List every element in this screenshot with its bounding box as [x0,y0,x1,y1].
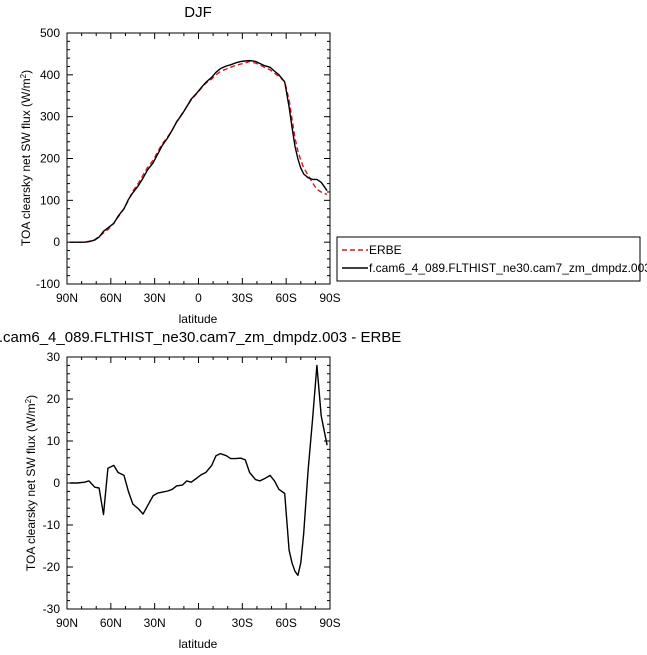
top-plot-frame [66,32,331,285]
bottom-y-ticks: -30 -20 -10 0 10 20 30 [43,350,330,616]
legend-label-model: f.cam6_4_089.FLTHIST_ne30.cam7_zm_dmpdz.… [369,261,647,275]
top-x-tick-label: 0 [195,291,202,305]
bottom-x-tick-label: 30N [144,616,166,630]
top-series-line-erbe [69,60,328,243]
top-series-group [69,59,328,243]
bottom-x-tick-label: 90S [319,616,340,630]
bottom-y-tick-label: -30 [43,602,61,616]
bottom-y-tick-label: -10 [43,518,61,532]
top-y-tick-label: 400 [40,68,60,82]
bottom-y-tick-label: -20 [43,560,61,574]
bottom-x-tick-label: 60N [100,616,122,630]
bottom-panel: f.cam6_4_089.FLTHIST_ne30.cam7_zm_dmpdz.… [0,329,401,651]
top-y-tick-label: -100 [36,277,60,291]
bottom-y-axis-label: TOA clearsky net SW flux (W/m2) [24,395,39,571]
bottom-x-tick-label: 60S [275,616,296,630]
top-panel: DJF -100 0 100 200 300 400 500 90N 60N 30N 0 30S 60… [19,4,647,326]
bottom-x-tick-label: 0 [195,616,202,630]
top-x-axis-label: latitude [179,312,218,326]
top-y-tick-label: 100 [40,193,60,207]
legend-label-erbe: ERBE [369,243,402,257]
top-y-tick-label: 300 [40,110,60,124]
bottom-x-ticks: 90N 60N 30N 0 30S 60S 90S [56,357,341,630]
legend-box [336,236,641,282]
bottom-y-tick-label: 0 [53,476,60,490]
top-chart-title: DJF [184,4,212,21]
top-y-ticks: -100 0 100 200 300 400 500 [36,26,330,291]
top-x-tick-label: 90S [319,291,340,305]
top-x-tick-label: 30N [144,291,166,305]
bottom-y-tick-label: 10 [47,434,61,448]
bottom-series-group [69,364,328,577]
top-y-tick-label: 200 [40,152,60,166]
bottom-x-tick-label: 90N [56,616,78,630]
top-x-tick-label: 60N [100,291,122,305]
bottom-y-tick-label: 30 [47,350,61,364]
top-series-line-model [69,59,328,243]
top-y-tick-label: 500 [40,26,60,40]
bottom-x-axis-label: latitude [179,637,218,651]
bottom-chart-title: f.cam6_4_089.FLTHIST_ne30.cam7_zm_dmpdz.… [0,329,401,346]
bottom-x-tick-label: 30S [232,616,253,630]
top-y-tick-label: 0 [53,235,60,249]
top-x-tick-label: 60S [275,291,296,305]
top-x-tick-label: 30S [232,291,253,305]
top-y-axis-label: TOA clearsky net SW flux (W/m2) [19,70,34,246]
top-x-tick-label: 90N [56,291,78,305]
legend: ERBE f.cam6_4_089.FLTHIST_ne30.cam7_zm_d… [336,236,647,282]
bottom-y-tick-label: 20 [47,392,61,406]
bottom-series-line-difference [69,364,328,577]
top-x-ticks: 90N 60N 30N 0 30S 60S 90S [56,33,341,305]
